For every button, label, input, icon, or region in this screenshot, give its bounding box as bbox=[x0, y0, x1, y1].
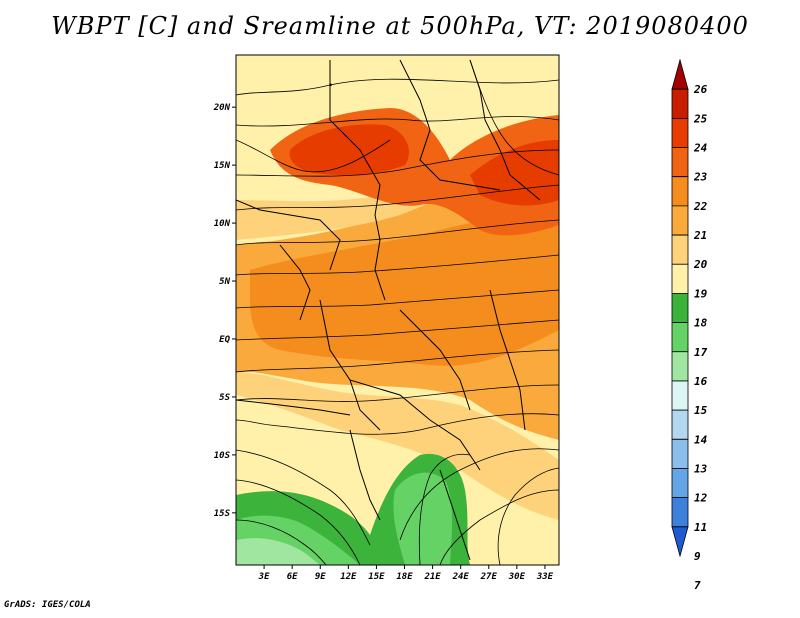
lon-tick-label: 30E bbox=[508, 572, 526, 582]
colorbar-label: 11 bbox=[694, 521, 707, 534]
colorbar-label: 21 bbox=[693, 229, 707, 242]
colorbar-label: 17 bbox=[694, 346, 708, 359]
colorbar-swatch bbox=[671, 176, 689, 207]
colorbar-swatch bbox=[671, 468, 689, 499]
lon-tick-label: 27E bbox=[480, 572, 498, 582]
lon-tick-label: 24E bbox=[452, 572, 470, 582]
colorbar-label: 14 bbox=[694, 433, 708, 446]
grads-credit: GrADS: IGES/COLA bbox=[4, 600, 91, 610]
colorbar-swatch bbox=[671, 293, 689, 323]
lon-tick-label: 18E bbox=[396, 572, 413, 582]
colorbar-swatch bbox=[671, 58, 689, 90]
lat-tick-label: EQ bbox=[219, 335, 230, 345]
colorbar-swatch bbox=[671, 263, 689, 294]
colorbar-label: 25 bbox=[693, 112, 708, 125]
lon-tick-label: 6E bbox=[287, 572, 298, 582]
map-title: WBPT [C] and Sreamline at 500hPa, VT: 20… bbox=[51, 12, 749, 40]
lat-tick-label: 15N bbox=[214, 161, 231, 171]
colorbar-label: 24 bbox=[693, 142, 708, 155]
colorbar-label: 13 bbox=[694, 462, 708, 475]
colorbar-swatch bbox=[671, 234, 689, 265]
lon-tick-label: 15E bbox=[368, 572, 385, 582]
country-borders bbox=[236, 59, 541, 561]
lon-tick-label: 33E bbox=[536, 572, 554, 582]
colorbar-swatch bbox=[671, 351, 689, 382]
colorbar-label: 26 bbox=[693, 83, 708, 96]
latitude-axis: 20N 15N 10N 5N EQ 5S 10S 15S bbox=[213, 103, 236, 519]
colorbar-swatch bbox=[671, 497, 689, 528]
colorbar-label: 22 bbox=[693, 200, 708, 213]
colorbar-swatch bbox=[671, 205, 689, 236]
lat-tick-label: 20N bbox=[213, 103, 231, 113]
colorbar-swatch bbox=[671, 526, 689, 558]
colorbar-swatch bbox=[671, 380, 689, 411]
colorbar-label: 23 bbox=[693, 171, 708, 184]
lat-tick-label: 15S bbox=[214, 509, 231, 519]
lat-tick-label: 10N bbox=[214, 219, 231, 229]
colorbar-label: 15 bbox=[694, 404, 708, 417]
colorbar-swatch bbox=[671, 438, 689, 469]
streamlines bbox=[236, 59, 559, 565]
colorbar-label: 19 bbox=[694, 287, 708, 300]
colorbar-label: 16 bbox=[694, 375, 708, 388]
lat-tick-label: 10S bbox=[214, 451, 231, 461]
lon-tick-label: 9E bbox=[315, 572, 326, 582]
colorbar-label: 7 bbox=[694, 579, 701, 592]
colorbar-swatch bbox=[671, 322, 689, 353]
lat-tick-label: 5N bbox=[219, 277, 230, 287]
colorbar-swatch bbox=[671, 88, 689, 119]
lon-tick-label: 21E bbox=[423, 572, 441, 582]
colorbar-swatch bbox=[671, 117, 689, 148]
longitude-axis: 3E 6E 9E 12E 15E 18E 21E 24E 27E 30E 33E bbox=[258, 565, 554, 582]
lon-tick-label: 12E bbox=[340, 572, 357, 582]
colorbar-swatch bbox=[671, 409, 689, 440]
colorbar-label: 20 bbox=[693, 258, 708, 271]
colorbar: 26 25 24 23 22 21 20 19 18 17 16 15 14 13 12 11 9 7 bbox=[671, 58, 708, 592]
wbpt-shading bbox=[236, 55, 559, 565]
lat-tick-label: 5S bbox=[219, 393, 230, 403]
colorbar-label: 12 bbox=[694, 492, 708, 505]
lon-tick-label: 3E bbox=[258, 572, 270, 582]
colorbar-label: 18 bbox=[694, 317, 708, 330]
colorbar-swatch bbox=[671, 147, 689, 178]
colorbar-label: 9 bbox=[694, 550, 701, 563]
map-frame bbox=[235, 54, 560, 566]
